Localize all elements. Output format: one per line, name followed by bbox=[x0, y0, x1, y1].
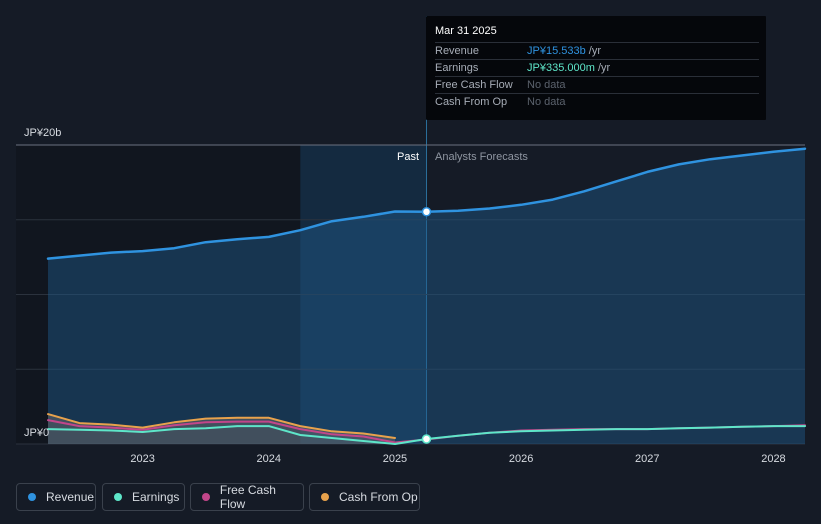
revenue-area bbox=[48, 148, 805, 444]
x-tick-label: 2027 bbox=[635, 453, 659, 465]
x-tick-label: 2025 bbox=[383, 453, 407, 465]
tooltip: Mar 31 2025 Revenue JP¥15.533b /yr Earni… bbox=[426, 16, 766, 120]
y-tick-label-zero: JP¥0 bbox=[24, 427, 49, 439]
legend-dot-icon bbox=[114, 493, 122, 501]
tooltip-value: No data bbox=[527, 96, 566, 108]
y-tick-label-top: JP¥20b bbox=[24, 127, 61, 139]
revenue-point bbox=[421, 207, 432, 217]
legend-dot-icon bbox=[202, 493, 210, 501]
tooltip-label: Earnings bbox=[435, 62, 479, 74]
tooltip-unit: /yr bbox=[594, 62, 611, 74]
legend-dot-icon bbox=[321, 493, 329, 501]
tooltip-row-earnings: Earnings JP¥335.000m /yr bbox=[435, 59, 759, 77]
forecast-label: Analysts Forecasts bbox=[435, 151, 528, 163]
tooltip-date: Mar 31 2025 bbox=[435, 25, 497, 37]
legend-label: Revenue bbox=[46, 490, 95, 504]
legend-item-earnings[interactable]: Earnings bbox=[102, 483, 185, 511]
legend-label: Cash From Op bbox=[339, 490, 418, 504]
legend-item-free-cash-flow[interactable]: Free Cash Flow bbox=[190, 483, 304, 511]
tooltip-row-cfo: Cash From Op No data bbox=[435, 93, 759, 111]
legend-item-cash-from-op[interactable]: Cash From Op bbox=[309, 483, 420, 511]
cash-from-op-line bbox=[47, 413, 396, 439]
legend-label: Free Cash Flow bbox=[219, 483, 276, 511]
legend-label: Earnings bbox=[132, 490, 180, 504]
tooltip-value: JP¥335.000m bbox=[527, 62, 595, 74]
tooltip-unit: /yr bbox=[585, 45, 601, 57]
earnings-point bbox=[421, 434, 432, 444]
past-label: Past bbox=[397, 151, 419, 163]
tooltip-label: Free Cash Flow bbox=[435, 79, 513, 91]
tooltip-value: No data bbox=[527, 79, 566, 91]
tooltip-label: Cash From Op bbox=[435, 96, 508, 108]
x-tick-label: 2026 bbox=[509, 453, 533, 465]
x-tick-label: 2028 bbox=[761, 453, 785, 465]
legend-dot-icon bbox=[28, 493, 36, 501]
tooltip-row-revenue: Revenue JP¥15.533b /yr bbox=[435, 42, 759, 60]
tooltip-value: JP¥15.533b bbox=[527, 45, 586, 57]
tooltip-row-fcf: Free Cash Flow No data bbox=[435, 76, 759, 94]
legend-item-revenue[interactable]: Revenue bbox=[16, 483, 96, 511]
tooltip-label: Revenue bbox=[435, 45, 480, 57]
x-tick-label: 2023 bbox=[130, 453, 154, 465]
x-tick-label: 2024 bbox=[257, 453, 281, 465]
